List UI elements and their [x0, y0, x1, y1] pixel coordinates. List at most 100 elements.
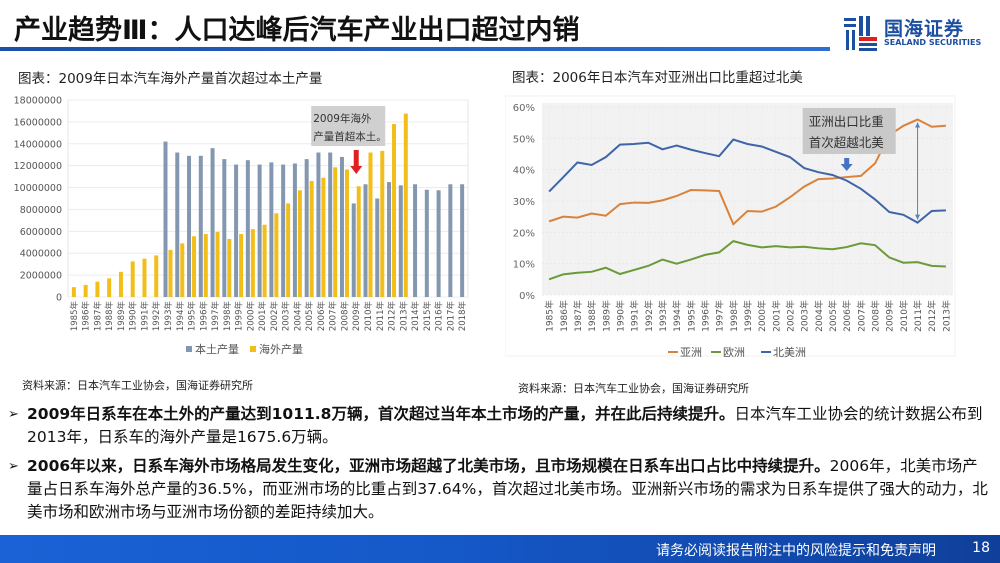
x-tick-label: 2018年: [457, 301, 468, 332]
x-tick-label: 1995年: [685, 300, 697, 332]
x-tick-label: 2011年: [375, 301, 386, 332]
overseas-bar: [239, 234, 244, 297]
annotation-text-line2: 首次超越北美: [809, 135, 884, 150]
annotation-arrow-icon: [840, 164, 853, 171]
y-tick-label: 12000000: [14, 161, 62, 172]
domestic-bar: [316, 152, 321, 297]
y-tick-label: 10%: [513, 260, 535, 271]
x-tick-label: 1989年: [116, 301, 127, 332]
domestic-bar: [339, 156, 344, 297]
domestic-bar: [363, 184, 368, 297]
x-tick-label: 2012年: [387, 301, 398, 332]
x-tick-label: 2006年: [841, 300, 853, 332]
y-tick-label: 10000000: [14, 183, 62, 194]
x-tick-label: 2011年: [912, 300, 924, 332]
x-tick-label: 2004年: [292, 301, 303, 332]
y-tick-label: 18000000: [14, 96, 62, 107]
domestic-bar: [351, 203, 356, 297]
footer-bar: 请务必阅读报告附注中的风险提示和免责声明 18: [0, 535, 1000, 563]
x-tick-label: 2010年: [363, 301, 374, 332]
legend-label-overseas: 海外产量: [259, 342, 303, 356]
footer-disclaimer: 请务必阅读报告附注中的风险提示和免责声明: [656, 543, 936, 559]
domestic-bar: [245, 160, 250, 297]
y-tick-label: 6000000: [20, 227, 62, 238]
overseas-bar: [321, 177, 326, 297]
overseas-bar: [215, 231, 220, 297]
domestic-bar: [424, 189, 429, 297]
overseas-bar: [356, 186, 361, 297]
title-divider: [0, 47, 830, 51]
x-tick-label: 2015年: [422, 301, 433, 332]
overseas-bar: [380, 150, 385, 297]
annotation-box: [802, 108, 896, 154]
y-tick-label: 0: [56, 293, 62, 304]
x-tick-label: 1992年: [151, 301, 162, 332]
x-tick-label: 1985年: [544, 300, 556, 332]
x-tick-label: 2012年: [926, 300, 938, 332]
bullet-arrow-icon: ➢: [8, 459, 19, 474]
x-tick-label: 2007年: [855, 300, 867, 332]
x-tick-label: 2005年: [304, 301, 315, 332]
overseas-bar: [71, 287, 76, 297]
domestic-bar: [210, 148, 215, 297]
right-chart-source: 资料来源：日本汽车工业协会，国海证券研究所: [518, 382, 749, 395]
legend-swatch-domestic: [186, 346, 192, 352]
x-tick-label: 2005年: [827, 300, 839, 332]
x-tick-label: 2002年: [785, 300, 797, 332]
domestic-bar: [234, 164, 239, 297]
domestic-bar: [222, 159, 227, 297]
x-tick-label: 1993年: [163, 301, 174, 332]
x-tick-label: 2002年: [269, 301, 280, 332]
north-america-line: [548, 138, 946, 224]
y-tick-label: 20%: [513, 228, 535, 239]
x-tick-label: 1999年: [742, 300, 754, 332]
annotation-box: [311, 106, 386, 146]
left-chart-title: 图表：2009年日本汽车海外产量首次超过本土产量: [18, 71, 323, 87]
x-tick-label: 2007年: [328, 301, 339, 332]
domestic-bar: [163, 141, 168, 297]
overseas-bar: [154, 255, 159, 297]
overseas-bar: [368, 152, 373, 297]
logo-text-en: SEALAND SECURITIES: [884, 38, 982, 47]
x-tick-label: 1998年: [728, 300, 740, 332]
x-tick-label: 1994年: [175, 301, 186, 332]
x-tick-label: 2008年: [339, 301, 350, 332]
x-tick-label: 2004年: [813, 300, 825, 332]
x-tick-label: 1986年: [558, 300, 570, 332]
overseas-bar: [142, 258, 147, 297]
x-tick-label: 1993年: [657, 300, 669, 332]
annotation-arrow-shaft: [844, 158, 850, 165]
annotation-text-line1: 亚洲出口比重: [809, 114, 884, 129]
x-tick-label: 1996年: [699, 300, 711, 332]
domestic-bar: [413, 184, 418, 297]
y-tick-label: 0%: [519, 291, 535, 302]
gap-arrow-head-bottom-icon: [915, 214, 921, 220]
y-tick-label: 30%: [513, 197, 535, 208]
overseas-bar: [333, 167, 338, 297]
x-tick-label: 2001年: [257, 301, 268, 332]
x-tick-label: 1994年: [671, 300, 683, 332]
x-tick-label: 2006年: [316, 301, 327, 332]
domestic-bar: [187, 155, 192, 297]
x-tick-label: 1992年: [643, 300, 655, 332]
x-tick-label: 1987年: [572, 300, 584, 332]
logo-text-cn: 国海证券: [884, 18, 965, 40]
domestic-bar: [436, 190, 441, 297]
legend-label-domestic: 本土产量: [195, 342, 239, 356]
bullet-bold-text: 2006年以来，日系车海外市场格局发生变化，亚洲市场超越了北美市场，且市场规模在…: [27, 457, 830, 475]
x-tick-label: 1998年: [222, 301, 233, 332]
y-tick-label: 2000000: [20, 271, 62, 282]
x-tick-label: 2003年: [799, 300, 811, 332]
domestic-bar: [375, 198, 380, 297]
x-tick-label: 2000年: [245, 301, 256, 332]
x-tick-label: 1990年: [128, 301, 139, 332]
overseas-bar: [286, 203, 291, 297]
page-title: 产业趋势Ⅲ：人口达峰后汽车产业出口超过内销: [14, 15, 580, 46]
x-tick-label: 1997年: [210, 301, 221, 332]
export-share-line-chart: 0% 10% 20% 30% 40% 50% 60% 1985年 1986年 1987年 1988年…: [505, 95, 956, 359]
gap-arrow-head-top-icon: [915, 122, 921, 128]
y-tick-label: 50%: [513, 134, 535, 145]
x-tick-label: 2009年: [884, 300, 896, 332]
domestic-bar: [292, 163, 297, 297]
y-tick-label: 4000000: [20, 249, 62, 260]
